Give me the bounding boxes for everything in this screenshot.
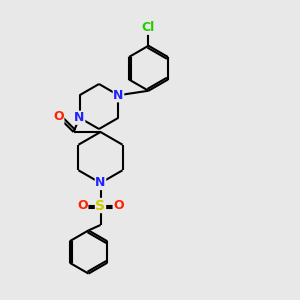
Text: N: N (113, 89, 124, 102)
Text: S: S (95, 199, 106, 212)
Text: N: N (95, 176, 106, 190)
Text: O: O (53, 110, 64, 124)
Text: Cl: Cl (142, 21, 155, 34)
Text: O: O (113, 199, 124, 212)
Text: O: O (77, 199, 88, 212)
Text: N: N (74, 111, 85, 124)
